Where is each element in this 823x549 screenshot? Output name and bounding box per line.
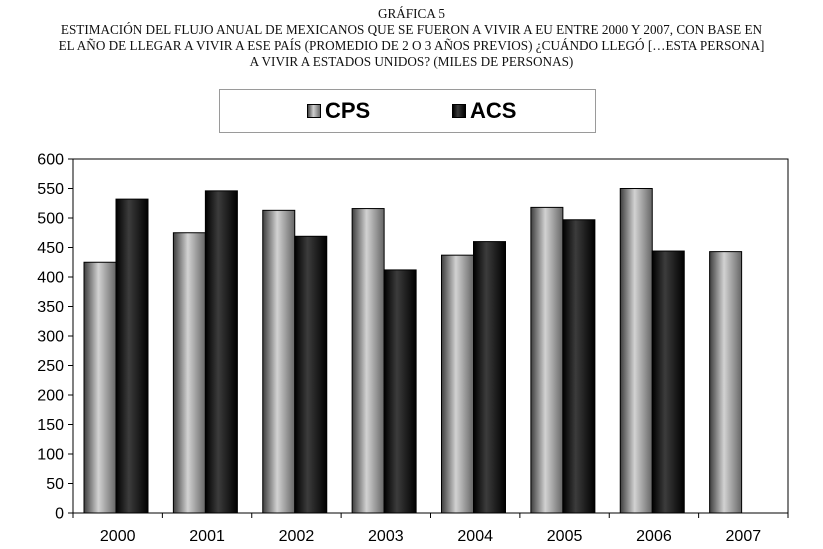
x-tick-label: 2004 — [457, 528, 493, 545]
y-tick-label: 50 — [46, 476, 64, 493]
legend-label-acs: ACS — [470, 98, 517, 123]
x-tick-label: 2005 — [547, 528, 583, 545]
y-tick-label: 100 — [37, 447, 64, 464]
bar-cps-2007 — [709, 251, 743, 514]
x-tick-label: 2002 — [279, 528, 315, 545]
x-tick-label: 2000 — [100, 528, 136, 545]
y-tick-label: 250 — [37, 358, 64, 375]
bar-cps-2004 — [441, 254, 474, 514]
y-tick-label: 300 — [37, 329, 64, 346]
bar-cps-2002 — [262, 209, 296, 514]
legend-item-cps: CPS — [307, 98, 371, 123]
x-tick-label: 2003 — [368, 528, 404, 545]
y-tick-label: 400 — [37, 270, 64, 287]
y-tick-label: 450 — [37, 240, 64, 257]
figure-number: GRÁFICA 5 — [377, 6, 446, 21]
y-tick-label: 200 — [37, 388, 64, 405]
bar-acs-2003 — [383, 269, 417, 514]
bar-acs-2005 — [562, 219, 596, 514]
x-tick-label: 2007 — [726, 528, 762, 545]
y-tick-label: 500 — [37, 211, 64, 228]
bar-acs-2000 — [115, 198, 149, 514]
y-tick-label: 150 — [37, 417, 64, 434]
legend-item-acs: ACS — [452, 98, 517, 123]
bar-cps-2003 — [351, 208, 385, 514]
bar-cps-2000 — [83, 261, 117, 514]
bar-acs-2002 — [294, 235, 328, 514]
y-tick-label: 600 — [37, 152, 64, 169]
y-tick-label: 350 — [37, 299, 64, 316]
bar-acs-2004 — [473, 241, 506, 514]
y-tick-label: 0 — [55, 506, 64, 523]
x-tick-label: 2001 — [189, 528, 225, 545]
title-line-2: EL AÑO DE LLEGAR A VIVIR A ESE PAÍS (PRO… — [58, 38, 765, 53]
x-tick-label: 2006 — [636, 528, 672, 545]
bar-cps-2006 — [619, 188, 653, 514]
bar-cps-2001 — [172, 232, 206, 514]
title-line-3: A VIVIR A ESTADOS UNIDOS? (MILES DE PERS… — [249, 54, 574, 69]
y-tick-label: 550 — [37, 181, 64, 198]
bar-acs-2001 — [204, 190, 238, 514]
legend-label-cps: CPS — [325, 98, 371, 123]
legend-swatch-cps — [307, 104, 321, 118]
chart-heading: GRÁFICA 5 ESTIMACIÓN DEL FLUJO ANUAL DE … — [0, 6, 823, 70]
bar-acs-2006 — [651, 250, 685, 514]
bar-cps-2005 — [530, 206, 564, 514]
legend-swatch-acs — [452, 104, 466, 118]
chart-legend: CPS ACS — [219, 89, 596, 133]
title-line-1: ESTIMACIÓN DEL FLUJO ANUAL DE MEXICANOS … — [60, 22, 763, 37]
